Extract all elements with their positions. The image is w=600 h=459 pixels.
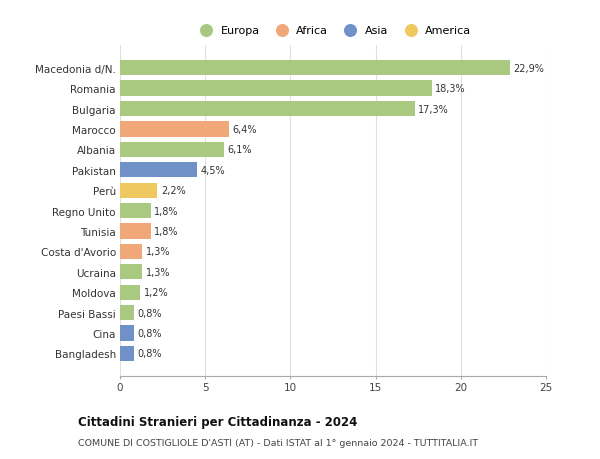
Text: 6,1%: 6,1% [227,145,252,155]
Text: 0,8%: 0,8% [137,328,161,338]
Bar [120,183,157,198]
Bar [120,346,134,361]
Bar [120,101,415,117]
Bar [120,81,432,96]
Bar [120,264,142,280]
Text: 6,4%: 6,4% [232,125,257,134]
Text: 18,3%: 18,3% [435,84,466,94]
Bar [120,163,197,178]
Bar [120,61,510,76]
Text: Cittadini Stranieri per Cittadinanza - 2024: Cittadini Stranieri per Cittadinanza - 2… [78,415,358,428]
Text: COMUNE DI COSTIGLIOLE D'ASTI (AT) - Dati ISTAT al 1° gennaio 2024 - TUTTITALIA.I: COMUNE DI COSTIGLIOLE D'ASTI (AT) - Dati… [78,438,478,448]
Text: 1,8%: 1,8% [154,227,179,236]
Bar [120,224,151,239]
Bar [120,244,142,259]
Bar [120,142,224,158]
Text: 0,8%: 0,8% [137,308,161,318]
Text: 2,2%: 2,2% [161,186,185,196]
Text: 1,2%: 1,2% [144,288,169,297]
Bar [120,326,134,341]
Text: 0,8%: 0,8% [137,349,161,359]
Text: 22,9%: 22,9% [514,63,544,73]
Legend: Europa, Africa, Asia, America: Europa, Africa, Asia, America [190,22,476,40]
Bar [120,203,151,219]
Text: 4,5%: 4,5% [200,165,225,175]
Text: 1,8%: 1,8% [154,206,179,216]
Text: 1,3%: 1,3% [146,247,170,257]
Bar [120,122,229,137]
Text: 1,3%: 1,3% [146,267,170,277]
Text: 17,3%: 17,3% [418,104,449,114]
Bar [120,305,134,321]
Bar [120,285,140,300]
